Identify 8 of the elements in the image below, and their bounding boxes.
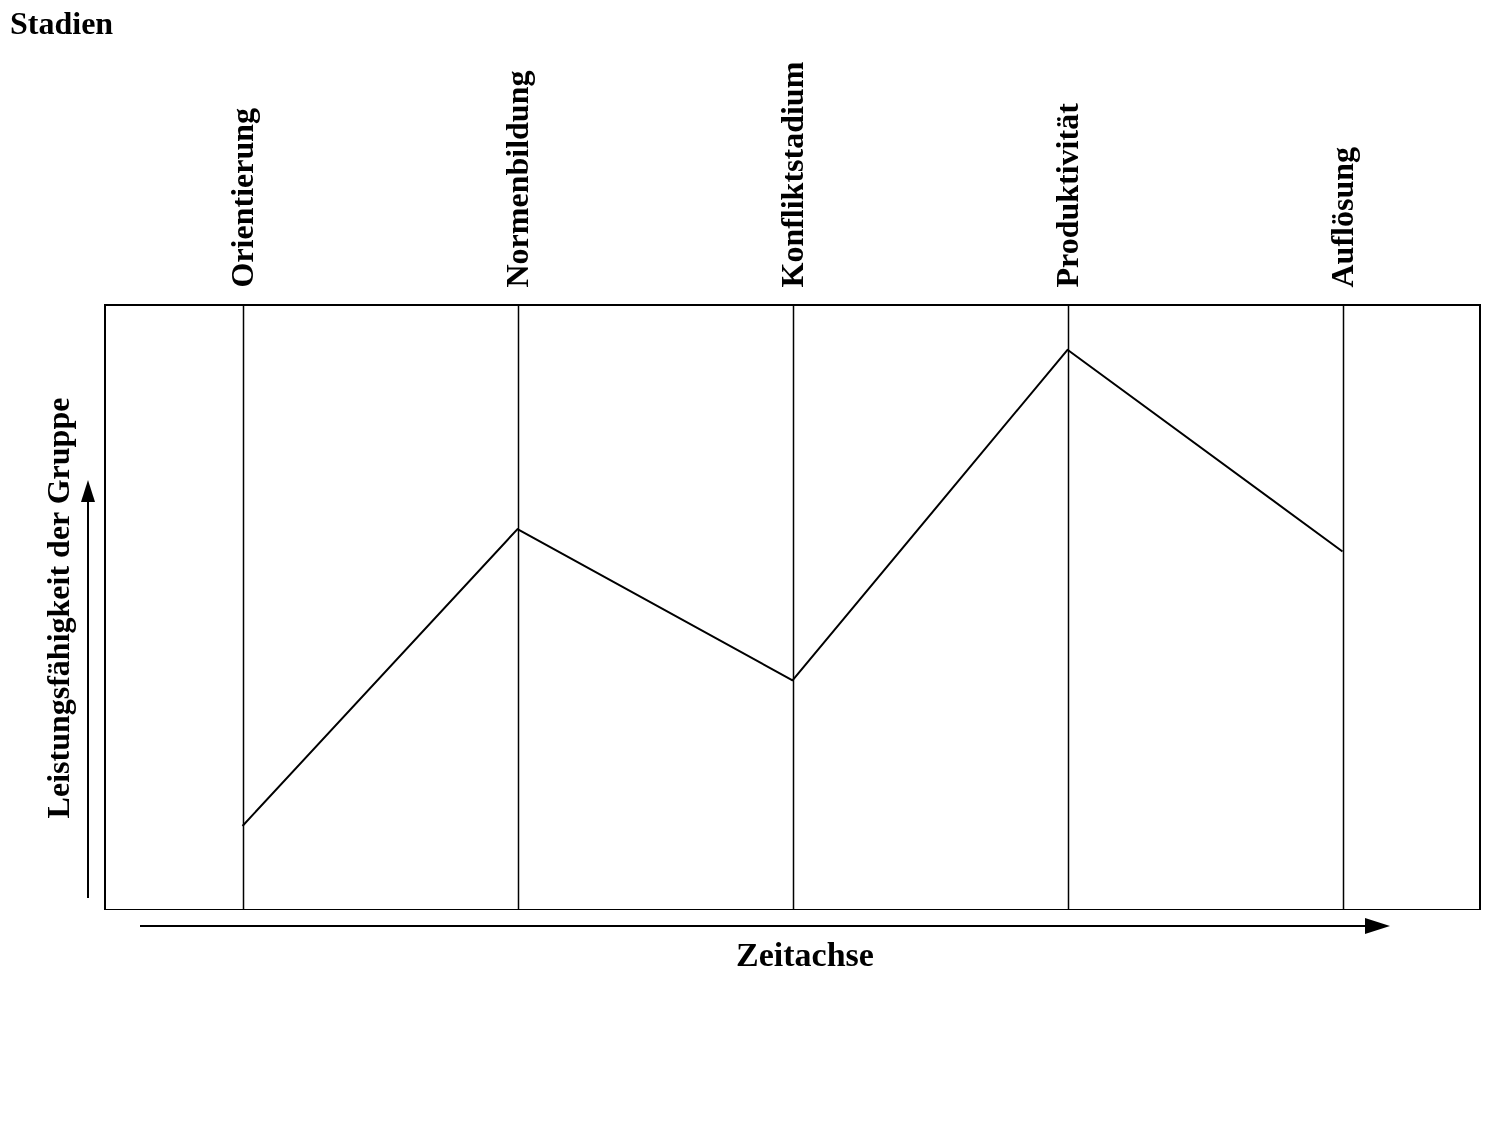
- y-axis-title: Leistungsfähigkeit der Gruppe: [39, 397, 76, 819]
- x-axis-title: Zeitachse: [735, 936, 875, 974]
- x-tick-label: Konfliktstadium: [774, 61, 810, 288]
- x-tick-label: Auflösung: [1324, 147, 1360, 288]
- x-tick-label: Orientierung: [224, 107, 260, 288]
- x-tick-label: Produktivität: [1049, 102, 1085, 288]
- x-tick-label: Normenbildung: [499, 70, 535, 288]
- chart-title: Stadien: [10, 5, 114, 42]
